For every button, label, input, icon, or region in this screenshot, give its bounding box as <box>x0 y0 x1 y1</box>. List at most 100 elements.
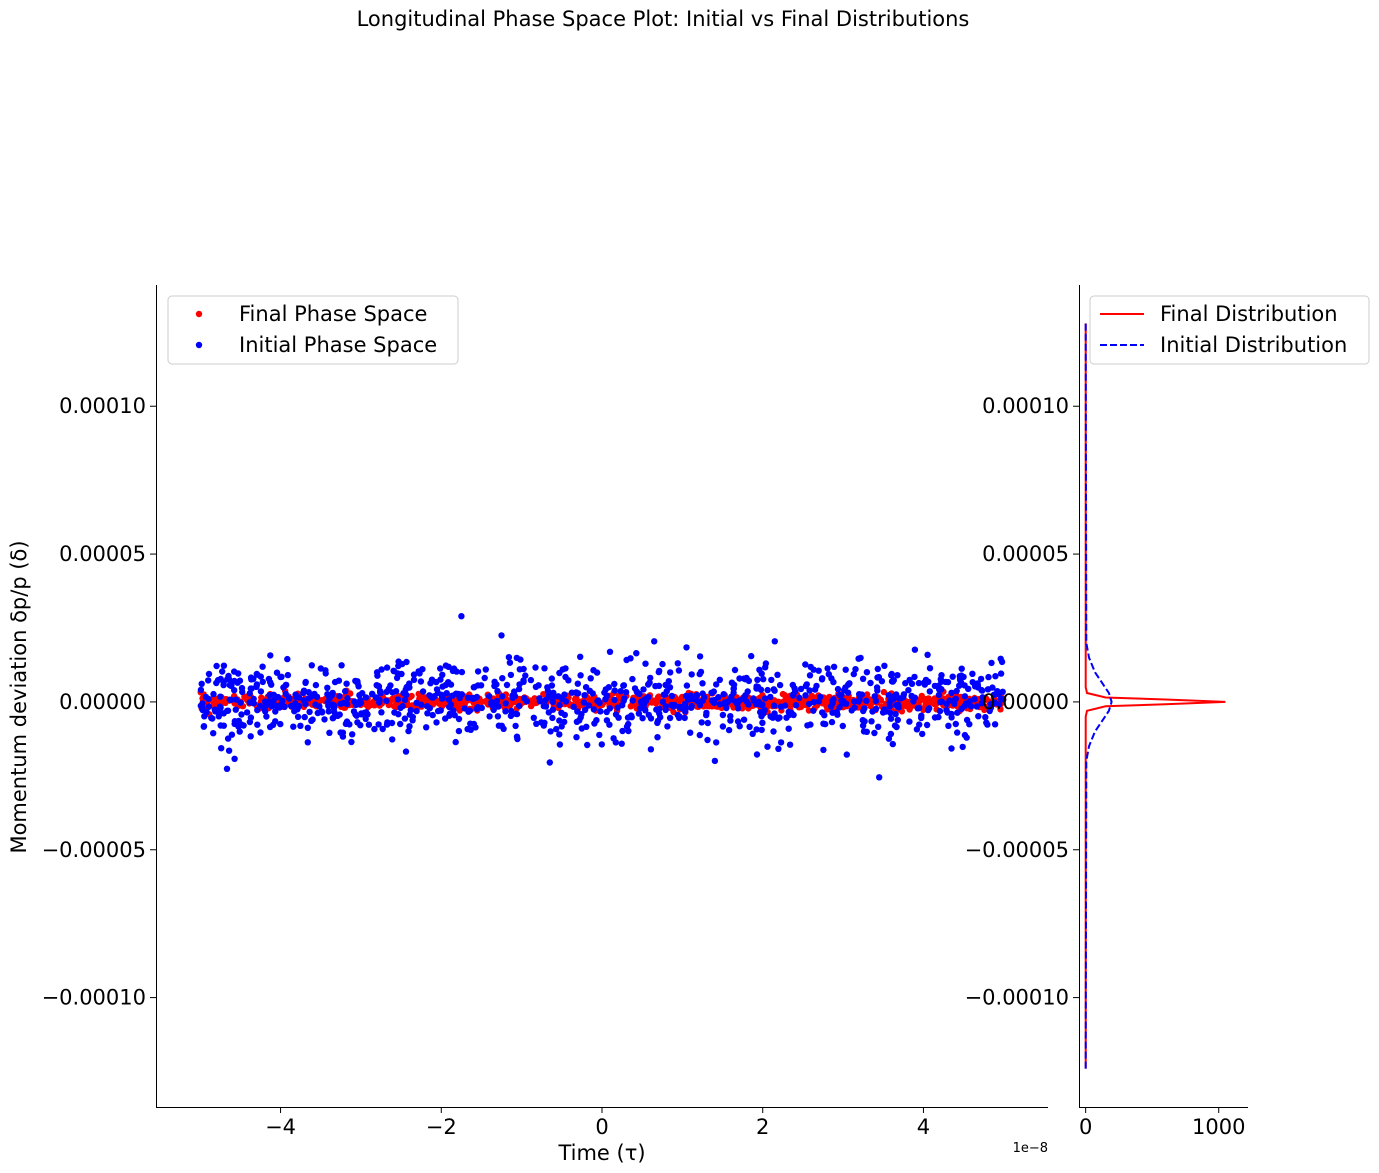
initial-phase-point <box>758 726 765 734</box>
initial-phase-point <box>647 674 654 682</box>
initial-phase-point <box>231 668 238 675</box>
initial-phase-point <box>238 721 245 728</box>
initial-phase-point <box>324 684 331 691</box>
initial-phase-point <box>768 676 775 684</box>
initial-phase-point <box>491 682 498 690</box>
initial-phase-point <box>693 697 701 705</box>
initial-phase-point <box>544 687 552 695</box>
initial-phase-point <box>354 678 361 685</box>
initial-phase-point <box>957 677 964 684</box>
initial-phase-point <box>704 719 711 727</box>
initial-phase-point <box>642 707 649 714</box>
initial-phase-point <box>406 723 413 730</box>
legend-label-final-phase-space: Final Phase Space <box>239 302 427 326</box>
initial-phase-point <box>640 686 647 693</box>
initial-phase-point <box>785 725 792 732</box>
initial-phase-point <box>889 740 896 748</box>
initial-phase-point <box>966 698 973 705</box>
initial-phase-point <box>270 697 277 704</box>
initial-phase-point <box>220 722 227 729</box>
initial-phase-point <box>494 713 502 720</box>
initial-phase-point <box>708 697 716 704</box>
initial-phase-point <box>805 700 813 708</box>
initial-phase-point <box>532 683 540 691</box>
initial-phase-point <box>859 717 866 724</box>
initial-phase-point <box>830 678 837 686</box>
initial-phase-point <box>952 695 959 702</box>
initial-phase-point <box>863 669 871 676</box>
initial-phase-point <box>745 701 752 708</box>
initial-phase-point <box>439 694 447 702</box>
legend-marker-initial-phase-space <box>195 341 203 349</box>
legend-label-initial-distribution: Initial Distribution <box>1160 333 1347 357</box>
initial-phase-point <box>593 669 601 676</box>
initial-phase-point <box>938 686 945 693</box>
initial-phase-point <box>774 671 781 678</box>
initial-phase-point <box>308 717 315 724</box>
initial-phase-point <box>790 691 797 698</box>
initial-phase-point <box>443 690 450 697</box>
initial-phase-point <box>350 708 358 715</box>
initial-phase-point <box>771 638 778 645</box>
initial-phase-point <box>839 722 846 730</box>
initial-phase-point <box>254 721 261 728</box>
initial-phase-point <box>218 745 225 752</box>
initial-phase-point <box>988 659 995 667</box>
initial-phase-point <box>851 704 858 711</box>
initial-phase-point <box>888 672 895 679</box>
initial-phase-point <box>467 720 474 727</box>
initial-phase-point <box>453 668 460 675</box>
initial-phase-point <box>710 688 717 695</box>
initial-phase-point <box>654 734 661 741</box>
initial-phase-point <box>841 687 848 694</box>
initial-phase-point <box>405 683 412 690</box>
initial-phase-point <box>584 741 591 749</box>
x-tick-label: 4 <box>917 1115 930 1139</box>
initial-phase-point <box>502 708 509 715</box>
initial-phase-point <box>900 693 907 701</box>
initial-phase-point <box>937 698 944 706</box>
initial-phase-point <box>611 696 618 704</box>
initial-phase-point <box>577 653 584 660</box>
initial-phase-point <box>521 695 528 702</box>
initial-phase-point <box>603 708 610 716</box>
initial-phase-point <box>885 692 892 699</box>
initial-phase-point <box>517 656 524 663</box>
scatter-points <box>197 613 1007 781</box>
initial-phase-point <box>452 738 459 746</box>
initial-phase-point <box>458 668 466 676</box>
side-x-ticks: 0 1000 <box>1079 1107 1245 1139</box>
initial-phase-point <box>197 686 205 694</box>
initial-phase-point <box>815 667 822 674</box>
initial-phase-point <box>871 729 878 737</box>
initial-phase-point <box>760 676 767 683</box>
initial-phase-point <box>659 698 667 705</box>
initial-phase-point <box>936 707 944 715</box>
initial-phase-point <box>715 694 722 701</box>
initial-phase-point <box>874 665 881 673</box>
initial-phase-point <box>764 686 771 694</box>
initial-phase-point <box>908 680 916 687</box>
initial-phase-point <box>407 706 414 714</box>
initial-phase-point <box>734 718 742 725</box>
initial-phase-point <box>596 731 603 739</box>
initial-phase-point <box>541 665 548 672</box>
initial-phase-point <box>749 730 756 737</box>
initial-phase-point <box>629 697 636 704</box>
initial-phase-point <box>429 711 436 719</box>
initial-phase-point <box>405 727 412 735</box>
initial-phase-point <box>906 718 913 725</box>
initial-phase-point <box>532 664 539 671</box>
initial-phase-point <box>944 678 952 686</box>
initial-phase-point <box>342 688 349 695</box>
initial-phase-point <box>852 666 859 673</box>
initial-phase-point <box>427 680 434 687</box>
initial-phase-point <box>415 668 422 675</box>
initial-phase-point <box>581 692 588 699</box>
initial-phase-point <box>727 717 734 724</box>
initial-phase-point <box>507 671 515 679</box>
initial-phase-point <box>390 667 397 674</box>
initial-phase-point <box>494 687 501 695</box>
initial-phase-point <box>198 680 205 687</box>
initial-phase-point <box>810 699 818 706</box>
